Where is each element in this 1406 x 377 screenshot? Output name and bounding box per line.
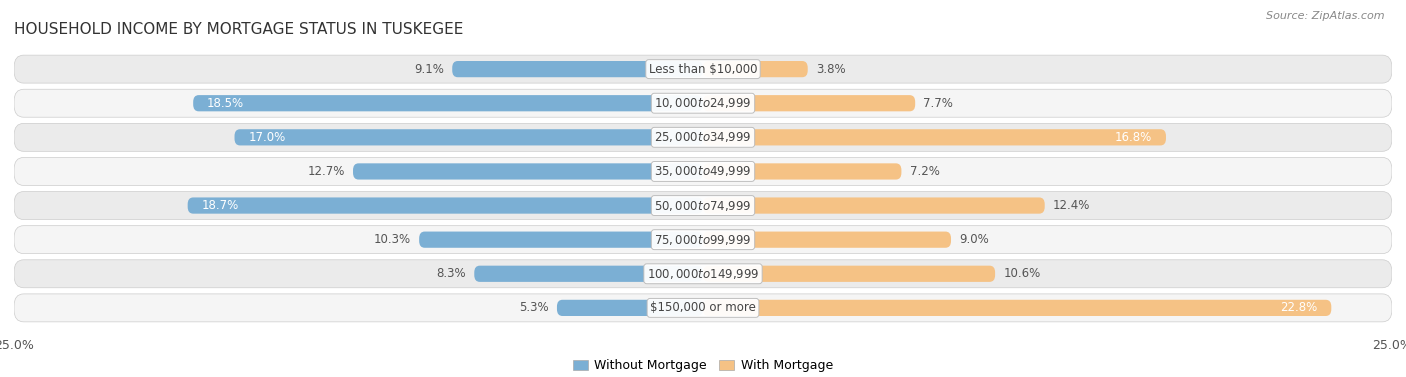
Text: 18.5%: 18.5% [207, 97, 245, 110]
FancyBboxPatch shape [703, 300, 1331, 316]
FancyBboxPatch shape [14, 260, 1392, 288]
Text: Source: ZipAtlas.com: Source: ZipAtlas.com [1267, 11, 1385, 21]
Text: 10.3%: 10.3% [374, 233, 411, 246]
FancyBboxPatch shape [235, 129, 703, 146]
Text: 5.3%: 5.3% [519, 301, 548, 314]
FancyBboxPatch shape [703, 129, 1166, 146]
FancyBboxPatch shape [353, 163, 703, 179]
FancyBboxPatch shape [557, 300, 703, 316]
Text: HOUSEHOLD INCOME BY MORTGAGE STATUS IN TUSKEGEE: HOUSEHOLD INCOME BY MORTGAGE STATUS IN T… [14, 22, 464, 37]
Text: 16.8%: 16.8% [1115, 131, 1152, 144]
Legend: Without Mortgage, With Mortgage: Without Mortgage, With Mortgage [568, 354, 838, 377]
Text: 7.7%: 7.7% [924, 97, 953, 110]
FancyBboxPatch shape [474, 266, 703, 282]
Text: $25,000 to $34,999: $25,000 to $34,999 [654, 130, 752, 144]
FancyBboxPatch shape [14, 55, 1392, 83]
Text: 12.7%: 12.7% [308, 165, 344, 178]
Text: 9.0%: 9.0% [959, 233, 988, 246]
FancyBboxPatch shape [703, 163, 901, 179]
FancyBboxPatch shape [703, 231, 950, 248]
Text: 7.2%: 7.2% [910, 165, 939, 178]
Text: $10,000 to $24,999: $10,000 to $24,999 [654, 96, 752, 110]
Text: 22.8%: 22.8% [1281, 301, 1317, 314]
Text: Less than $10,000: Less than $10,000 [648, 63, 758, 76]
FancyBboxPatch shape [703, 95, 915, 111]
Text: 18.7%: 18.7% [201, 199, 239, 212]
Text: 10.6%: 10.6% [1004, 267, 1040, 280]
Text: 9.1%: 9.1% [415, 63, 444, 76]
FancyBboxPatch shape [14, 226, 1392, 254]
FancyBboxPatch shape [187, 198, 703, 214]
Text: $50,000 to $74,999: $50,000 to $74,999 [654, 199, 752, 213]
FancyBboxPatch shape [14, 192, 1392, 219]
FancyBboxPatch shape [14, 294, 1392, 322]
FancyBboxPatch shape [703, 61, 807, 77]
FancyBboxPatch shape [453, 61, 703, 77]
Text: $100,000 to $149,999: $100,000 to $149,999 [647, 267, 759, 281]
FancyBboxPatch shape [419, 231, 703, 248]
Text: 12.4%: 12.4% [1053, 199, 1091, 212]
FancyBboxPatch shape [703, 266, 995, 282]
Text: $75,000 to $99,999: $75,000 to $99,999 [654, 233, 752, 247]
FancyBboxPatch shape [703, 198, 1045, 214]
FancyBboxPatch shape [14, 158, 1392, 185]
Text: 17.0%: 17.0% [249, 131, 285, 144]
Text: 3.8%: 3.8% [815, 63, 845, 76]
FancyBboxPatch shape [14, 89, 1392, 117]
Text: $35,000 to $49,999: $35,000 to $49,999 [654, 164, 752, 178]
FancyBboxPatch shape [14, 123, 1392, 151]
Text: 8.3%: 8.3% [436, 267, 465, 280]
Text: $150,000 or more: $150,000 or more [650, 301, 756, 314]
FancyBboxPatch shape [193, 95, 703, 111]
